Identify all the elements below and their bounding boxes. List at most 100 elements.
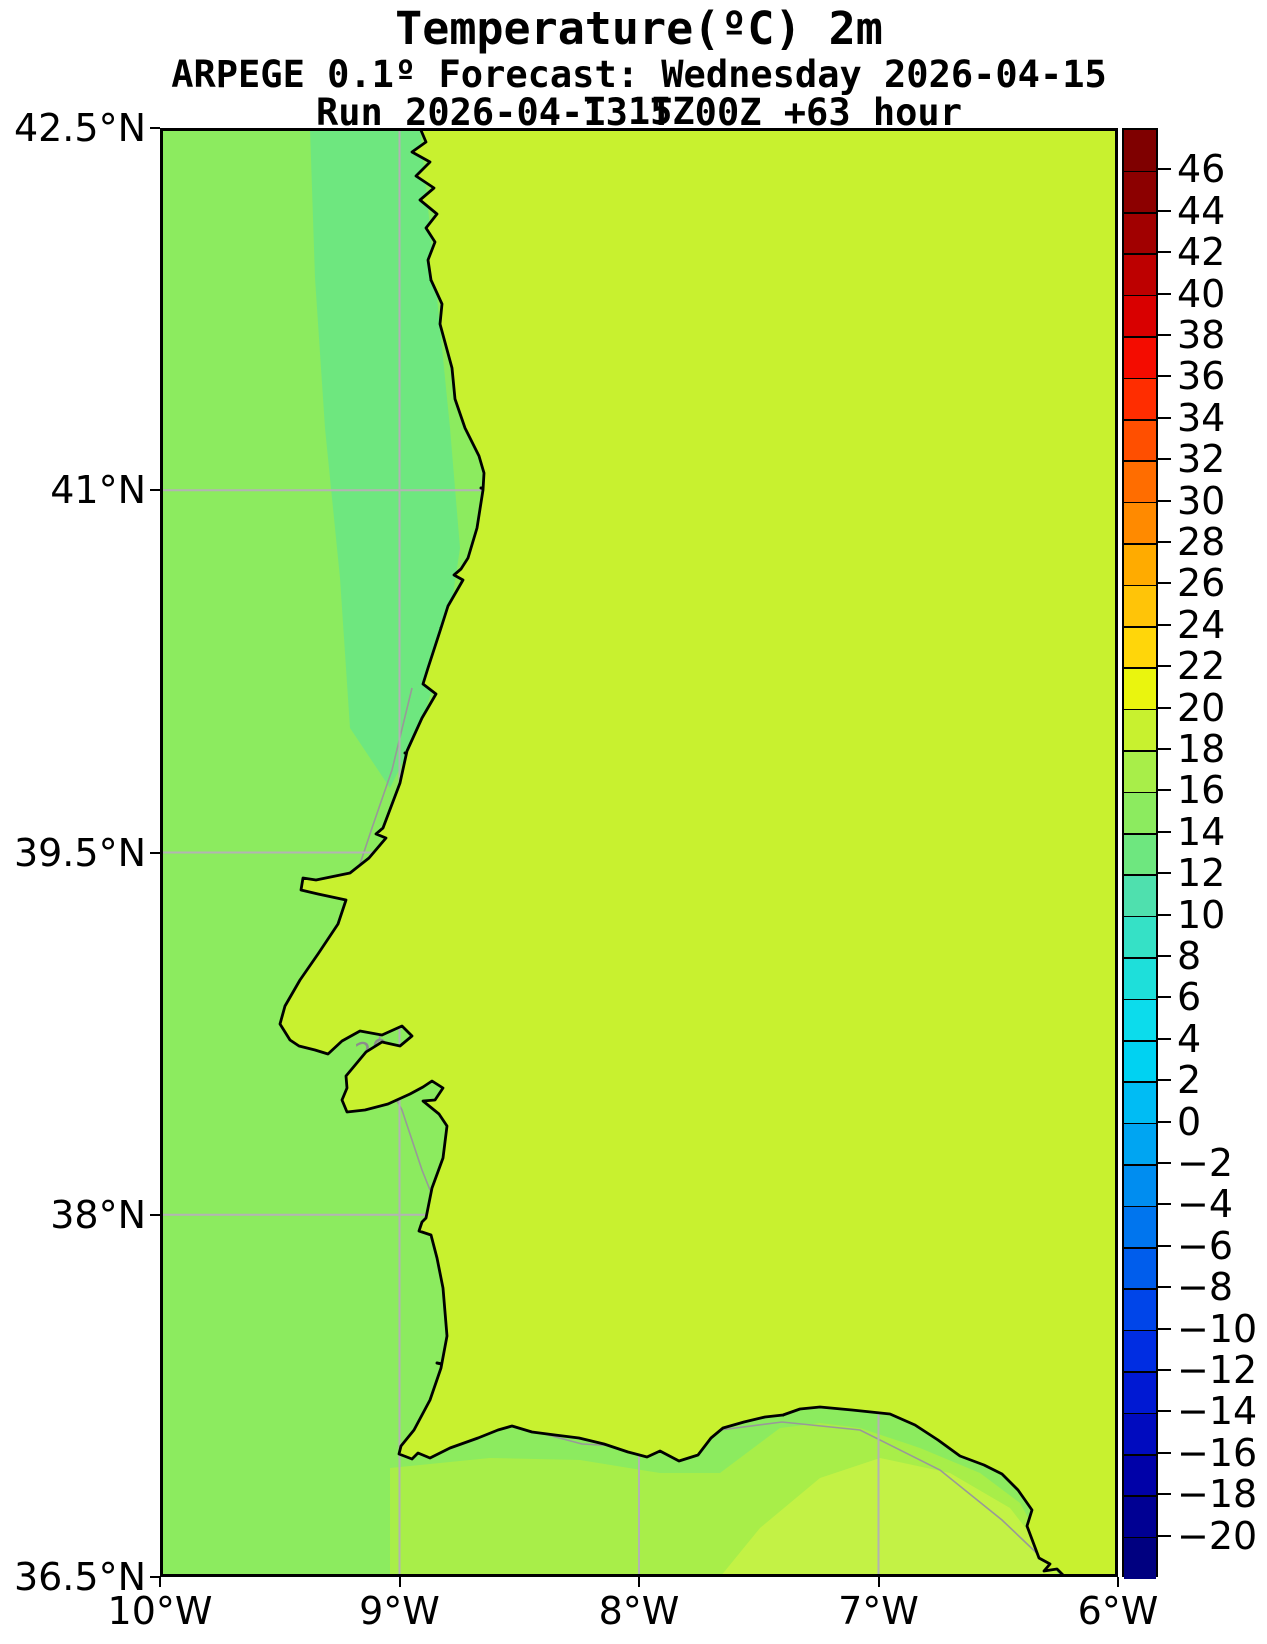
- colorbar-tick-label: 24: [1177, 602, 1226, 647]
- x-axis-tick: [1117, 1577, 1119, 1587]
- colorbar-divider: [1124, 253, 1156, 255]
- colorbar-tick: [1158, 499, 1171, 502]
- y-axis-tick: [150, 1213, 160, 1216]
- y-axis-tick: [150, 851, 160, 854]
- ocean-shading: [310, 128, 1060, 1577]
- colorbar-tick-label: −20: [1177, 1513, 1258, 1558]
- colorbar-tick: [1158, 292, 1171, 295]
- colorbar-divider: [1124, 1495, 1156, 1497]
- colorbar-tick-label: −16: [1177, 1430, 1258, 1475]
- colorbar-tick-label: 8: [1177, 934, 1202, 978]
- colorbar-tick: [1158, 209, 1171, 212]
- colorbar-tick-label: 2: [1177, 1058, 1202, 1103]
- colorbar-segment: [1124, 295, 1156, 338]
- colorbar-tick-label: 32: [1177, 437, 1226, 482]
- colorbar-tick: [1158, 789, 1171, 792]
- colorbar-tick: [1158, 955, 1171, 957]
- colorbar-tick: [1158, 1203, 1171, 1206]
- colorbar-segment: [1124, 626, 1156, 669]
- colorbar-divider: [1124, 1247, 1156, 1249]
- colorbar-segment: [1124, 709, 1156, 752]
- colorbar-tick: [1158, 1451, 1171, 1454]
- colorbar-segment: [1124, 1537, 1156, 1580]
- colorbar-tick-label: −6: [1177, 1223, 1234, 1268]
- colorbar-tick-label: 36: [1177, 354, 1226, 399]
- colorbar-divider: [1124, 708, 1156, 711]
- colorbar-divider: [1124, 336, 1156, 338]
- colorbar-tick: [1158, 1244, 1171, 1247]
- colorbar-divider: [1124, 626, 1156, 628]
- colorbar-segment: [1124, 1247, 1156, 1290]
- colorbar-segment: [1124, 460, 1156, 504]
- colorbar-segment: [1124, 170, 1156, 214]
- x-axis-tick-label: 7°W: [838, 1589, 919, 1633]
- y-axis-tick-label: 36.5°N: [13, 1555, 146, 1599]
- colorbar-segment: [1124, 1123, 1156, 1166]
- colorbar-tick-label: −2: [1177, 1141, 1234, 1185]
- y-axis-tick-label: 42.5°N: [13, 106, 146, 150]
- map-frame: [160, 128, 1118, 1577]
- colorbar-tick: [1158, 706, 1171, 709]
- colorbar-tick-label: 12: [1177, 851, 1226, 896]
- colorbar-tick-label: 30: [1177, 478, 1226, 523]
- colorbar-segment: [1124, 1040, 1156, 1083]
- colorbar-divider: [1124, 874, 1156, 876]
- y-axis-tick-label: 39.5°N: [13, 830, 146, 875]
- colorbar-segment: [1124, 667, 1156, 711]
- colorbar-segment: [1124, 750, 1156, 793]
- x-axis-tick: [638, 1577, 640, 1587]
- colorbar-divider: [1124, 1040, 1156, 1042]
- colorbar-tick-label: 40: [1177, 271, 1226, 316]
- colorbar-tick-label: 34: [1177, 395, 1226, 440]
- colorbar-divider: [1124, 377, 1156, 380]
- colorbar-tick: [1158, 1162, 1171, 1164]
- colorbar: [1122, 128, 1158, 1580]
- colorbar-tick-label: 10: [1177, 892, 1226, 937]
- colorbar-tick-label: 42: [1177, 230, 1226, 275]
- colorbar-divider: [1124, 1288, 1156, 1290]
- colorbar-tick: [1158, 251, 1171, 254]
- colorbar-tick-label: 16: [1177, 768, 1226, 813]
- chart-title: Temperature(ºC) 2m: [395, 2, 883, 55]
- colorbar-tick-label: −8: [1177, 1265, 1234, 1310]
- colorbar-divider: [1124, 1081, 1156, 1083]
- colorbar-segment: [1124, 584, 1156, 628]
- colorbar-divider: [1124, 1412, 1156, 1415]
- x-axis-tick: [877, 1577, 880, 1587]
- colorbar-divider: [1124, 1122, 1156, 1125]
- colorbar-divider: [1124, 543, 1156, 545]
- colorbar-tick-label: 22: [1177, 644, 1226, 689]
- colorbar-segment: [1124, 874, 1156, 918]
- colorbar-segment: [1124, 129, 1156, 172]
- colorbar-segment: [1124, 1495, 1156, 1539]
- colorbar-segment: [1124, 916, 1156, 959]
- colorbar-tick: [1158, 623, 1171, 626]
- colorbar-divider: [1124, 750, 1156, 752]
- colorbar-divider: [1124, 1205, 1156, 1208]
- colorbar-divider: [1124, 1164, 1156, 1166]
- colorbar-tick-label: −12: [1177, 1348, 1258, 1392]
- colorbar-tick: [1158, 334, 1171, 336]
- colorbar-segment: [1124, 377, 1156, 421]
- x-axis-tick: [398, 1577, 401, 1587]
- colorbar-divider: [1124, 1536, 1156, 1539]
- colorbar-segment: [1124, 419, 1156, 462]
- colorbar-segment: [1124, 253, 1156, 297]
- colorbar-divider: [1124, 1371, 1156, 1373]
- y-axis-tick-label: 41°N: [50, 468, 146, 513]
- colorbar-tick-label: −18: [1177, 1472, 1258, 1517]
- colorbar-tick: [1158, 458, 1171, 461]
- colorbar-tick: [1158, 1286, 1171, 1289]
- colorbar-segment: [1124, 502, 1156, 545]
- chart-subtitle-run: Run 2026-04-13 T 00Z +63 hour: [315, 91, 962, 134]
- colorbar-tick-label: 0: [1177, 1099, 1202, 1144]
- colorbar-divider: [1124, 501, 1156, 504]
- colorbar-divider: [1124, 998, 1156, 1001]
- x-axis-tick-label: 8°W: [598, 1589, 680, 1633]
- colorbar-tick: [1158, 1079, 1171, 1082]
- colorbar-tick-label: 38: [1177, 313, 1226, 357]
- y-axis-tick-label: 38°N: [50, 1192, 146, 1237]
- colorbar-divider: [1124, 460, 1156, 462]
